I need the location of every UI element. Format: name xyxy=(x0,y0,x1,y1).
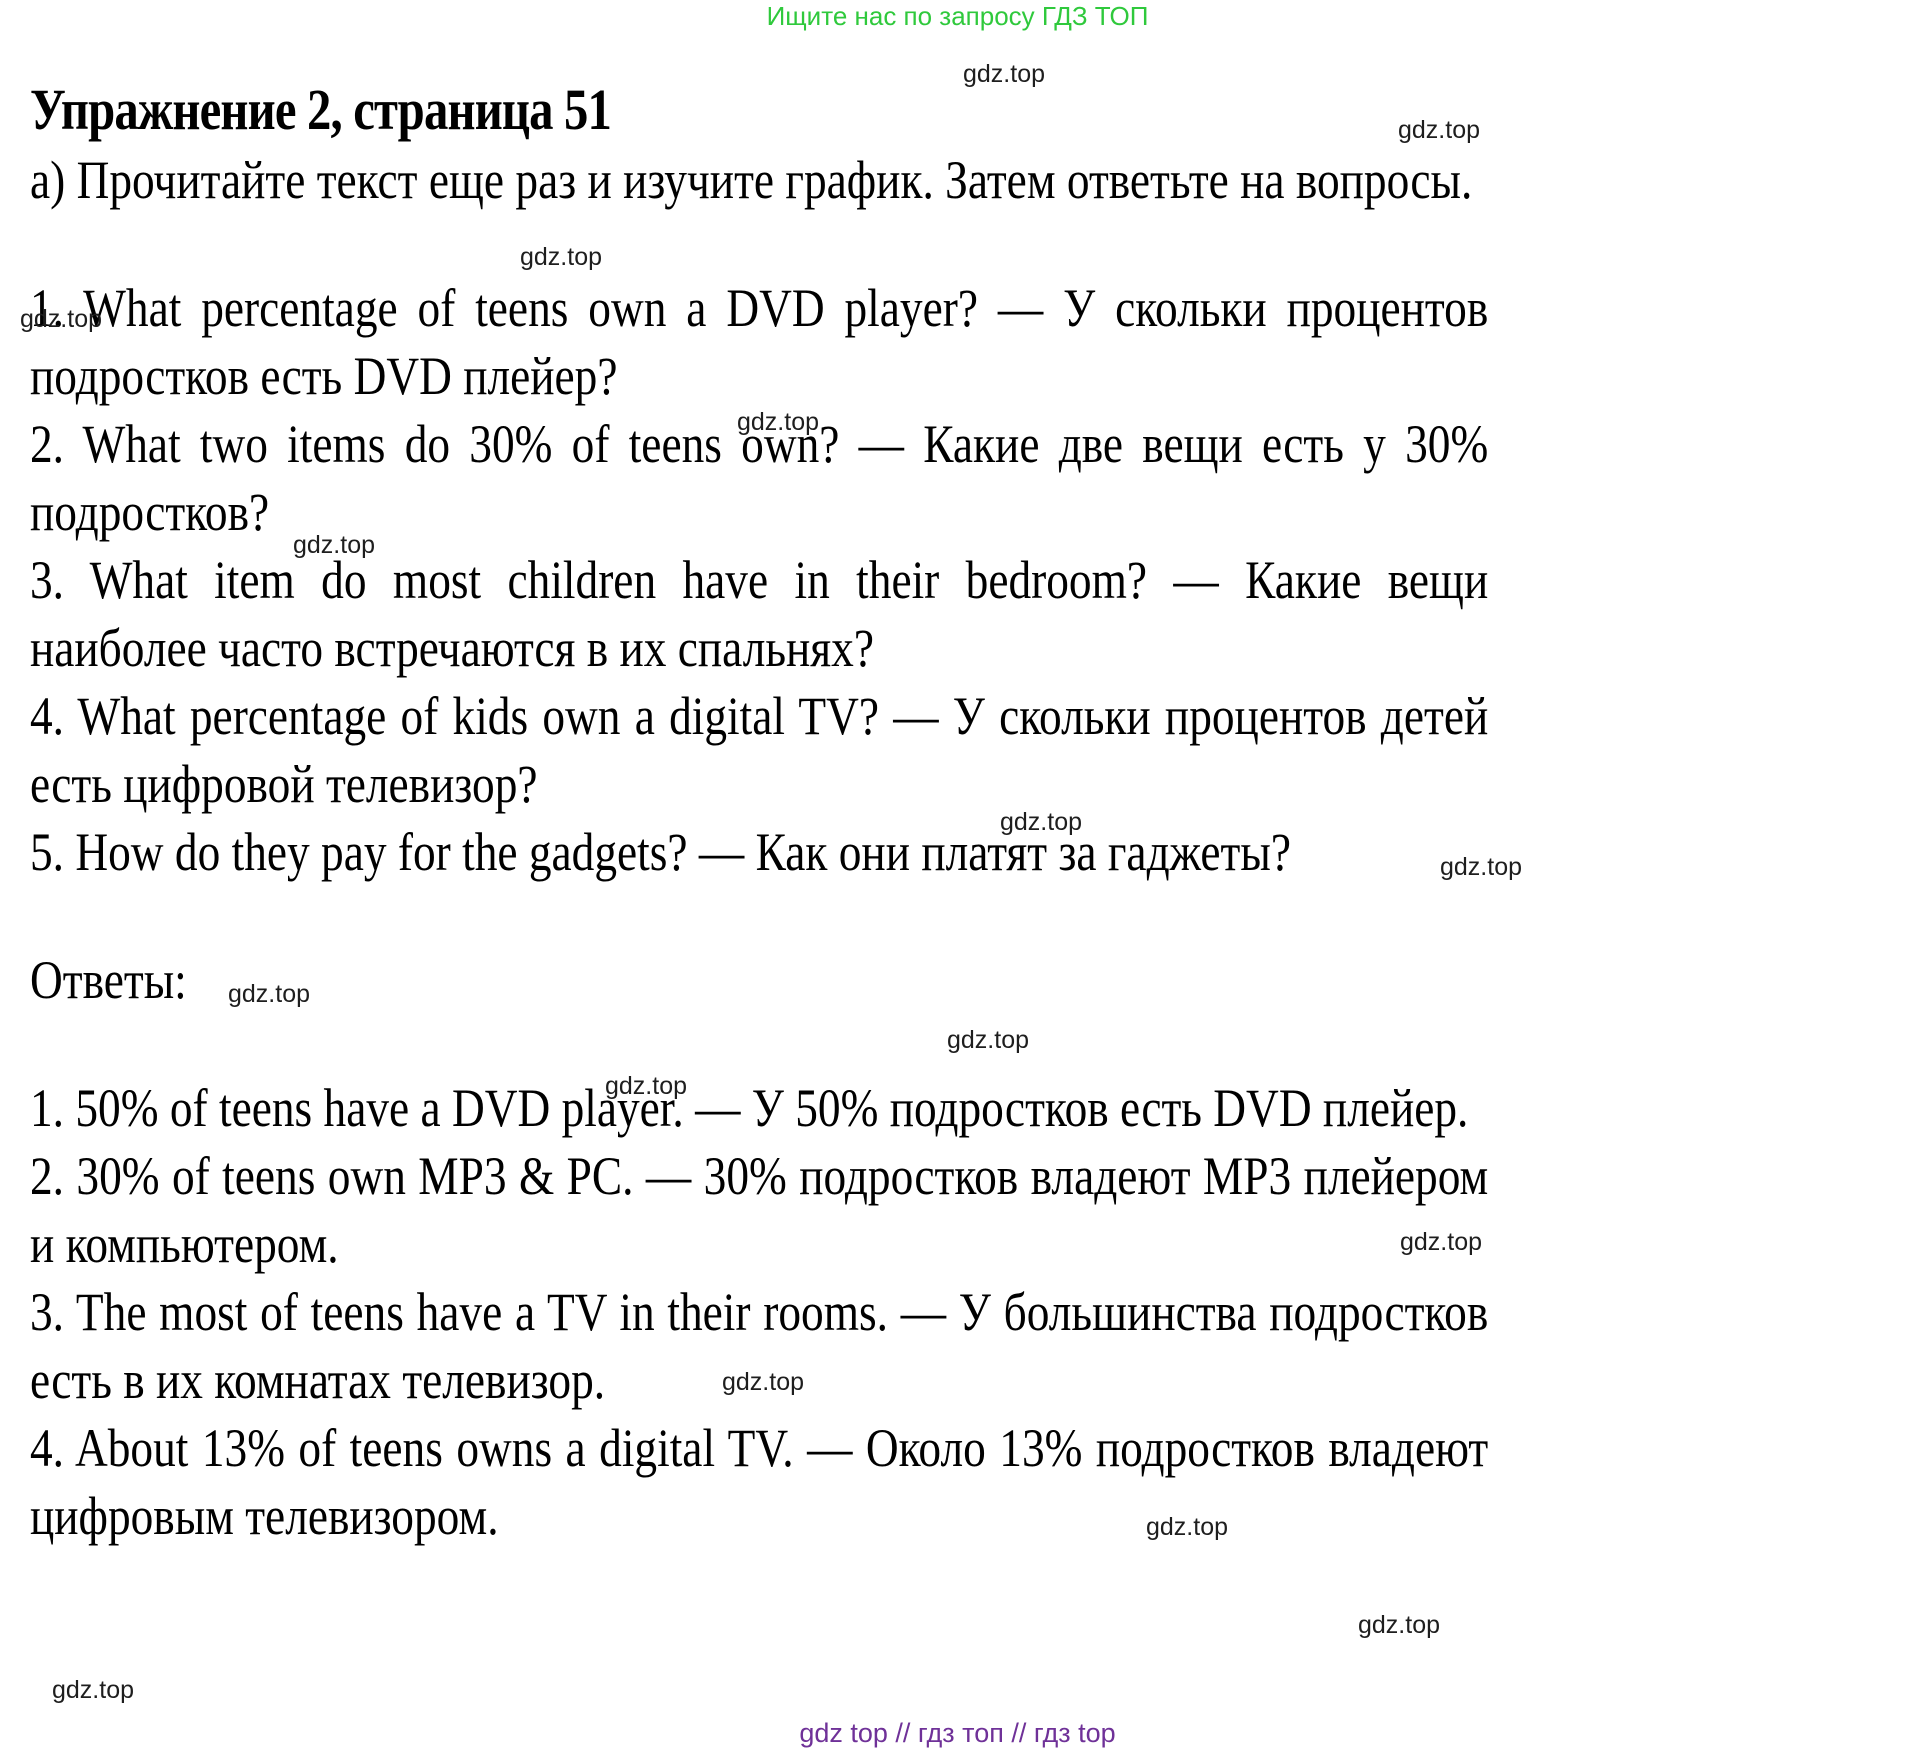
watermark-gdz-top: gdz.top xyxy=(520,243,603,271)
watermark-gdz-top: gdz.top xyxy=(1440,853,1523,881)
watermark-gdz-top: gdz.top xyxy=(722,1368,805,1396)
answer-item: 3. The most of teens have a TV in their … xyxy=(30,1282,1489,1410)
watermark-gdz-top: gdz.top xyxy=(228,980,311,1008)
answer-item: 1. 50% of teens have a DVD player. — У 5… xyxy=(30,1078,1469,1138)
task-instruction: а) Прочитайте текст еще раз и изучите гр… xyxy=(30,150,1473,210)
footer-links-text: gdz top // гдз топ // гдз top xyxy=(799,1718,1116,1748)
watermark-gdz-top: gdz.top xyxy=(52,1676,135,1704)
watermark-gdz-top: gdz.top xyxy=(1146,1513,1229,1541)
watermark-gdz-top: gdz.top xyxy=(605,1072,688,1100)
promo-header-text: Ищите нас по запросу ГДЗ ТОП xyxy=(766,1,1149,31)
question-item: 2. What two items do 30% of teens own? —… xyxy=(30,414,1489,542)
watermark-gdz-top: gdz.top xyxy=(1358,1611,1441,1639)
watermark-gdz-top: gdz.top xyxy=(1400,1228,1483,1256)
question-item: 1. What percentage of teens own a DVD pl… xyxy=(30,278,1489,406)
watermark-gdz-top: gdz.top xyxy=(1000,808,1083,836)
watermark-gdz-top: gdz.top xyxy=(20,305,103,333)
page-title: Упражнение 2, страница 51 xyxy=(30,77,612,142)
question-item: 4. What percentage of kids own a digital… xyxy=(30,686,1489,814)
watermark-gdz-top: gdz.top xyxy=(963,60,1046,88)
question-item: 3. What item do most children have in th… xyxy=(30,550,1489,678)
answer-item: 2. 30% of teens own MP3 & PC. — 30% подр… xyxy=(30,1146,1489,1274)
answers-heading: Ответы: xyxy=(30,950,187,1010)
question-item: 5. How do they pay for the gadgets? — Ка… xyxy=(30,822,1291,882)
watermark-gdz-top: gdz.top xyxy=(1398,116,1481,144)
answers-list: 1. 50% of teens have a DVD player. — У 5… xyxy=(30,1074,1488,1550)
watermark-gdz-top: gdz.top xyxy=(737,408,820,436)
watermark-gdz-top: gdz.top xyxy=(947,1026,1030,1054)
watermark-gdz-top: gdz.top xyxy=(293,531,376,559)
exercise-content: Упражнение 2, страница 51 а) Прочитайте … xyxy=(30,74,1488,1550)
answer-item: 4. About 13% of teens owns a digital TV.… xyxy=(30,1418,1489,1546)
questions-list: 1. What percentage of teens own a DVD pl… xyxy=(30,274,1488,886)
